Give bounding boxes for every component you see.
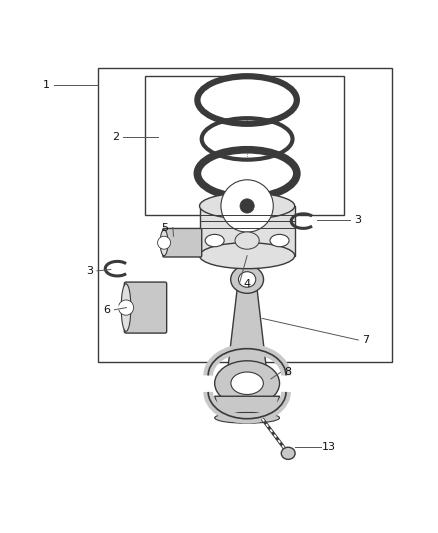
Ellipse shape [231, 372, 263, 394]
Polygon shape [200, 206, 295, 256]
Ellipse shape [200, 243, 295, 269]
Ellipse shape [238, 272, 256, 287]
Ellipse shape [215, 361, 279, 406]
FancyBboxPatch shape [163, 229, 202, 257]
Ellipse shape [235, 232, 259, 249]
Circle shape [118, 300, 134, 315]
Polygon shape [215, 396, 279, 418]
Ellipse shape [198, 150, 297, 197]
Text: 5: 5 [162, 223, 169, 232]
Ellipse shape [215, 413, 279, 423]
Text: 4: 4 [244, 279, 251, 289]
Ellipse shape [281, 447, 295, 459]
Text: 3: 3 [354, 215, 361, 225]
Bar [98, 68, 392, 361]
Text: 8: 8 [285, 367, 292, 377]
Ellipse shape [202, 118, 293, 160]
Ellipse shape [121, 284, 131, 332]
Circle shape [221, 180, 273, 232]
Bar [145, 76, 344, 215]
Ellipse shape [231, 265, 264, 293]
Ellipse shape [160, 230, 168, 256]
Text: 6: 6 [103, 305, 110, 315]
Text: 1: 1 [42, 80, 49, 90]
Ellipse shape [205, 235, 224, 247]
Circle shape [158, 236, 170, 249]
FancyBboxPatch shape [124, 282, 167, 333]
Circle shape [240, 199, 254, 213]
Text: 13: 13 [322, 442, 336, 453]
Ellipse shape [270, 235, 289, 247]
Text: 7: 7 [363, 335, 370, 345]
Text: 3: 3 [86, 266, 93, 276]
Ellipse shape [200, 193, 295, 219]
Text: 2: 2 [112, 132, 119, 142]
Polygon shape [228, 289, 267, 370]
Ellipse shape [198, 76, 297, 124]
